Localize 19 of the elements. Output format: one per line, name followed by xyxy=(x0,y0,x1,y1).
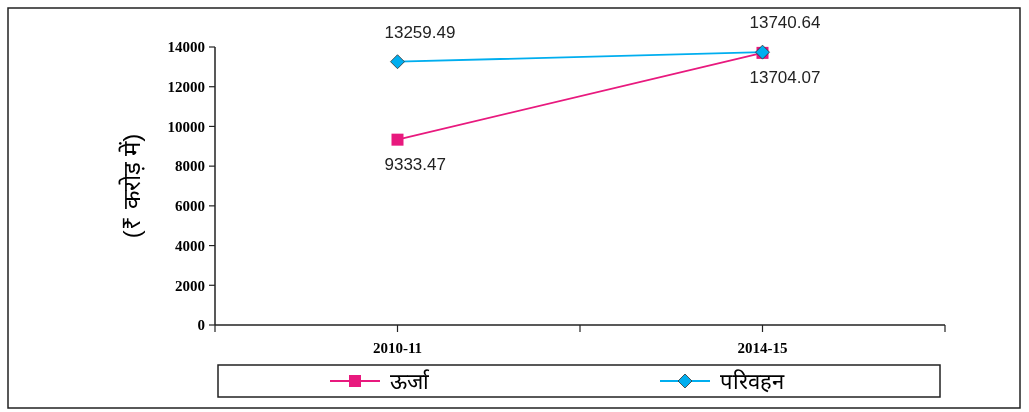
data-label: 13740.64 xyxy=(749,13,821,33)
y-tick-label: 10000 xyxy=(167,118,205,135)
y-tick-label: 2000 xyxy=(175,277,205,294)
legend-label: ऊर्जा xyxy=(390,368,430,394)
y-tick-label: 0 xyxy=(197,317,205,334)
data-label: 13259.49 xyxy=(384,22,456,42)
y-axis-title: (₹ करोड़ में) xyxy=(118,133,145,239)
y-tick-label: 12000 xyxy=(167,78,205,95)
data-label: 9333.47 xyxy=(384,154,446,174)
x-tick-label: 2010-11 xyxy=(372,340,423,356)
data-label: 13704.07 xyxy=(749,67,821,87)
legend-label: परिवहन xyxy=(720,368,785,394)
x-tick-label: 2014-15 xyxy=(737,340,788,356)
point xyxy=(391,133,404,146)
y-tick-label: 6000 xyxy=(175,198,205,215)
y-tick-label: 4000 xyxy=(175,237,205,254)
y-tick-label: 8000 xyxy=(175,158,205,175)
point xyxy=(390,54,405,70)
y-tick-label: 14000 xyxy=(167,39,205,56)
